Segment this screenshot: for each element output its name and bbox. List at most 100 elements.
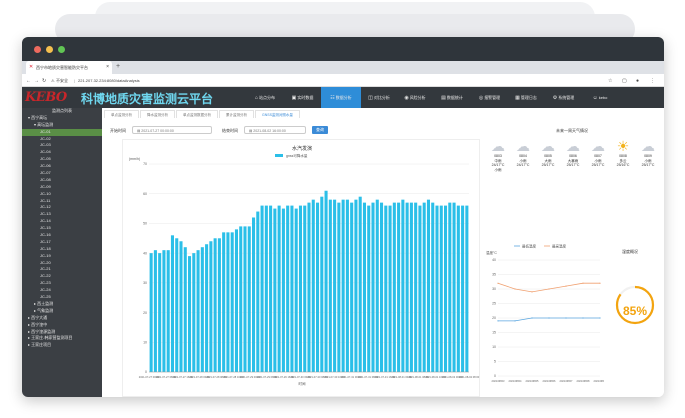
- star-icon[interactable]: ☆: [608, 78, 613, 84]
- sidebar-item[interactable]: JC-13: [40, 211, 51, 217]
- nav-item-5[interactable]: ▤数据统计: [433, 87, 471, 108]
- sidebar-item[interactable]: ▸ 王家庄-韩家营监测项目: [28, 335, 73, 341]
- sidebar-item[interactable]: ▸ 西宁湟源监测: [28, 328, 56, 334]
- analysis-tab[interactable]: 单点监测分析: [104, 110, 139, 118]
- nav-item-6[interactable]: ◎报警管理: [471, 87, 508, 108]
- close-dot[interactable]: [34, 46, 41, 53]
- weather-condition: 小雨: [644, 158, 652, 163]
- x-tick-label: 2021-08-01 00:00: [391, 375, 412, 379]
- bar: [222, 232, 226, 372]
- bar: [345, 199, 349, 372]
- sidebar-item[interactable]: JC-19: [40, 252, 51, 258]
- forward-icon[interactable]: →: [34, 78, 39, 84]
- y-tick-label: 25: [492, 302, 496, 306]
- series-point: [548, 317, 550, 319]
- sidebar-item[interactable]: JC-10: [40, 190, 51, 196]
- nav-item-7[interactable]: ▦管理日志: [508, 87, 544, 108]
- analysis-tab[interactable]: 降水监测分析: [140, 110, 175, 118]
- rain-cloud-icon: ☁: [516, 138, 530, 154]
- sidebar-item[interactable]: JC-05: [40, 156, 51, 162]
- start-time-field[interactable]: ▤ 2021-07-27 00:00:00: [132, 126, 212, 134]
- sidebar-item[interactable]: JC-07: [40, 170, 51, 176]
- sidebar-item[interactable]: JC-01: [22, 128, 102, 136]
- nav-item-4[interactable]: ◉风险分析: [397, 87, 433, 108]
- weather-date: 0804: [519, 154, 527, 158]
- address-bar[interactable]: ← → ↻ ⚠ 不安全 | 221.207.32.234:8080/dataAn…: [22, 74, 664, 87]
- bar: [170, 235, 174, 372]
- bar: [247, 226, 251, 372]
- sidebar-item[interactable]: ▸ 王家庄项目: [28, 342, 52, 348]
- nav-item-9[interactable]: ☺kebo: [583, 87, 617, 108]
- bar: [362, 202, 366, 372]
- sidebar-item[interactable]: JC-03: [40, 142, 51, 148]
- nav-item-2[interactable]: ☷数据分析: [321, 87, 361, 108]
- sidebar-item[interactable]: ▸ 西宁大通: [28, 314, 48, 320]
- series-point: [497, 320, 499, 322]
- bar: [153, 250, 157, 372]
- sidebar-item[interactable]: ▸ 西土监测: [34, 300, 54, 306]
- bar: [461, 205, 465, 372]
- sidebar-item[interactable]: JC-06: [40, 163, 51, 169]
- end-time-field[interactable]: ▤ 2021-08-02 16:00:00: [244, 126, 306, 134]
- sidebar-item[interactable]: JC-11: [40, 197, 51, 203]
- sidebar-item[interactable]: JC-08: [40, 176, 51, 182]
- bar: [209, 241, 213, 372]
- nav-label: 风险分析: [409, 95, 426, 100]
- sidebar-item[interactable]: JC-15: [40, 225, 51, 231]
- back-icon[interactable]: ←: [26, 78, 31, 84]
- rain-cloud-icon: ☁: [491, 138, 505, 154]
- new-tab-icon[interactable]: +: [116, 63, 121, 70]
- weather-temp: 25/16°C: [616, 163, 630, 168]
- nav-item-3[interactable]: ◫对比分析: [361, 87, 397, 108]
- nav-item-1[interactable]: ▣实时数据: [284, 87, 321, 108]
- analysis-tab[interactable]: GNSS监测对照水量: [255, 110, 300, 118]
- series-point: [599, 317, 601, 319]
- sidebar-title: 监测点列表: [52, 108, 72, 113]
- analysis-tab[interactable]: 单点监测数据分析: [176, 110, 218, 118]
- browser-tab[interactable]: ✕ 西宁市地质灾害智能防灾平台 ×: [26, 61, 112, 74]
- series-point: [548, 288, 550, 290]
- sidebar-item[interactable]: JC-18: [40, 245, 51, 251]
- sidebar-item[interactable]: JC-12: [40, 204, 51, 210]
- sidebar-item[interactable]: ▸ 西宁湟中: [28, 321, 48, 327]
- sidebar-item[interactable]: JC-16: [40, 232, 51, 238]
- sidebar-item[interactable]: ▾ 高坛监测: [34, 121, 54, 127]
- bar: [166, 250, 170, 372]
- sidebar-item[interactable]: JC-23: [40, 280, 51, 286]
- warning-icon: ⚠: [51, 78, 55, 83]
- sidebar-item[interactable]: JC-24: [40, 287, 51, 293]
- sidebar-item[interactable]: ▾ 西宁高坛: [28, 114, 48, 120]
- query-button[interactable]: 查询: [312, 126, 328, 134]
- reload-icon[interactable]: ↻: [42, 78, 47, 84]
- menu-icon[interactable]: ⋮: [650, 78, 655, 84]
- sidebar-item[interactable]: JC-21: [40, 266, 51, 272]
- sidebar-item[interactable]: ▸ 气象监测: [34, 307, 54, 313]
- profile-icon[interactable]: ●: [636, 78, 640, 84]
- close-tab-icon[interactable]: ×: [106, 64, 109, 70]
- sidebar-item[interactable]: JC-25: [40, 294, 51, 300]
- sidebar-item[interactable]: JC-14: [40, 218, 51, 224]
- sidebar-item[interactable]: JC-04: [40, 149, 51, 155]
- y-tick-label: 20: [143, 311, 147, 315]
- nav-label: 数据统计: [446, 95, 463, 100]
- extension-icon[interactable]: ▢: [622, 78, 627, 84]
- nav-item-0[interactable]: ⌂站点分布: [246, 87, 284, 108]
- bar: [452, 202, 456, 372]
- sidebar-item[interactable]: JC-02: [40, 135, 51, 141]
- bar: [380, 202, 384, 372]
- humidity-value: 85%: [622, 304, 648, 318]
- bar: [409, 202, 413, 372]
- sidebar-item[interactable]: JC-22: [40, 273, 51, 279]
- zoom-dot[interactable]: [58, 46, 65, 53]
- legend-label: 最低温度: [522, 243, 536, 248]
- y-tick-label: 10: [492, 345, 496, 349]
- x-tick-label: 2021-07-30 08:00: [307, 375, 328, 379]
- minimize-dot[interactable]: [46, 46, 53, 53]
- sidebar-item[interactable]: JC-17: [40, 238, 51, 244]
- sidebar-item[interactable]: JC-20: [40, 259, 51, 265]
- nav-item-8[interactable]: ⚙系统管理: [544, 87, 583, 108]
- analysis-tab[interactable]: 累计监测分析: [219, 110, 254, 118]
- bar: [269, 205, 273, 372]
- sidebar-item[interactable]: JC-09: [40, 183, 51, 189]
